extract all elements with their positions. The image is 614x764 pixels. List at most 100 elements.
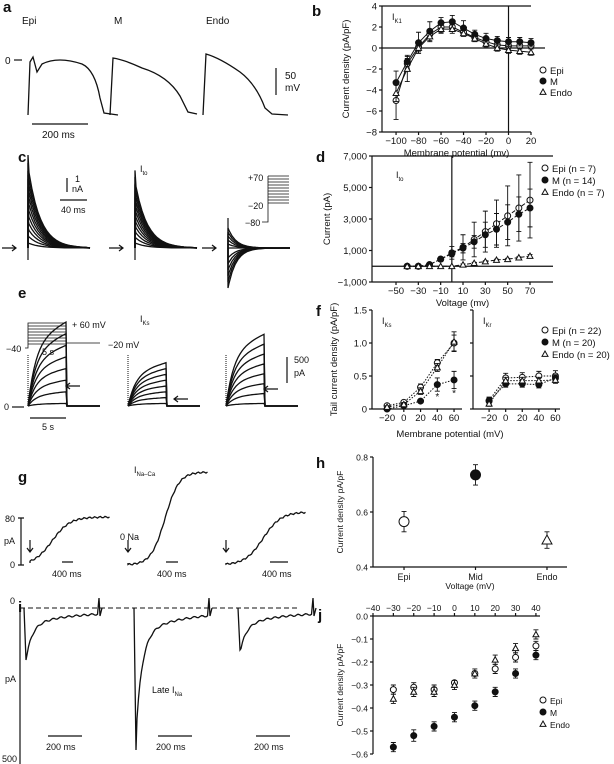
data-point-triangle [403, 64, 412, 72]
current-annotation-sub: to [399, 177, 405, 183]
data-point-open-circle [389, 686, 397, 694]
scale-zero-label: 0 [10, 560, 15, 570]
data-point-filled-circle [389, 743, 397, 751]
ap-trace-m [109, 57, 198, 116]
ito-label-sub: to [143, 171, 149, 177]
iks-label: IKs [140, 314, 150, 327]
current-annotation: IKs [382, 316, 392, 329]
x-tick-label: −10 [427, 603, 442, 613]
data-point-triangle [409, 687, 418, 695]
y-tick-label: −0.2 [351, 658, 368, 668]
x-category-label: Endo [536, 572, 557, 582]
y-tick-label: 0 [372, 44, 377, 55]
late-ina-label: Late INa [152, 685, 183, 698]
current-trace [225, 373, 298, 407]
late-sodium-current-trace [133, 597, 213, 751]
current-annotation-sub: K1 [395, 19, 403, 25]
x-tick-label: −20 [478, 136, 494, 147]
y-tick-label: −1,000 [338, 278, 367, 289]
trace-label-endo: Endo [206, 16, 230, 27]
current-trace [227, 247, 290, 289]
current-trace [225, 382, 298, 407]
data-point-triangle [541, 349, 549, 357]
series-line-epi [395, 26, 531, 101]
data-point-filled-circle [481, 231, 489, 239]
data-point-triangle [515, 47, 524, 55]
ap-trace-epi [27, 55, 119, 116]
data-point-triangle [518, 376, 527, 384]
legend-entry: Endo (n = 20) [552, 350, 610, 361]
scale-time-label-1: 400 ms [52, 569, 82, 579]
data-point-triangle [470, 34, 479, 42]
current-trace [27, 367, 100, 407]
data-point-triangle [541, 534, 553, 545]
late-ina-label-main: Late I [152, 685, 175, 695]
data-point-filled-circle [512, 670, 520, 677]
current-trace [127, 385, 200, 407]
scale-voltage-unit: mV [285, 83, 300, 94]
step-high-label: +70 [248, 173, 263, 183]
data-point-triangle [539, 719, 547, 727]
x-tick-label: −20 [407, 603, 422, 613]
exchanger-current-trace [127, 470, 208, 566]
data-point-triangle [470, 259, 479, 266]
data-point-triangle [403, 262, 412, 270]
data-point-triangle [399, 400, 408, 408]
tail-step-label: −20 mV [108, 340, 139, 350]
chart-j: 0.0 −0.1 −0.2 −0.3 −0.4 −0.5 −0.6 −40 −30 −20 −10 0… [335, 603, 570, 760]
data-point-triangle [535, 376, 543, 384]
scale-time-label: 200 ms [42, 130, 75, 141]
current-trace [127, 361, 200, 407]
chart-h: 0.4 0.6 0.8 Epi Mid Endo Current density pA/pF… [335, 453, 567, 591]
data-point-triangle [527, 48, 535, 56]
iks-label-main: I [140, 314, 143, 324]
data-point-triangle [450, 680, 459, 688]
scale-voltage-value: 50 [285, 71, 297, 82]
inaca-label-sub: Na–Ca [137, 472, 156, 478]
scale-current-unit: pA [294, 368, 305, 378]
zero-label: 0 [4, 402, 9, 412]
current-trace [225, 392, 298, 407]
exchanger-current-trace [225, 511, 306, 566]
y-tick-label: −0.4 [351, 704, 368, 714]
y-axis-label: Current density pA/pF [335, 644, 345, 727]
ap-trace-endo [202, 53, 289, 116]
y-axis-label: Current density (pA/pF) [341, 20, 352, 119]
x-tick-label: −20 [481, 413, 497, 424]
y-tick-label: 1.5 [354, 306, 367, 317]
y-axis-label: Current density pA/pF [335, 471, 345, 554]
current-trace [227, 227, 290, 249]
y-tick-label: −4 [366, 86, 377, 97]
data-point-filled-circle [433, 381, 441, 389]
legend-entry: Epi (n = 22) [552, 326, 601, 337]
arrow-icon [202, 244, 217, 252]
panel-i-late-ina-traces: Late INa 0 pA 500 200 ms 200 ms 200 ms [2, 596, 317, 764]
x-axis-label: Membrane potential (mv) [404, 148, 510, 159]
iks-label-sub: Ks [143, 321, 150, 327]
data-point-open-circle [541, 326, 549, 334]
data-point-filled-circle [450, 713, 458, 721]
panel-e-iks-traces: IKs + 60 mV −40 5 s −20 mV 500 pA 0 5 s [4, 314, 309, 432]
data-point-triangle [414, 43, 423, 51]
data-point-triangle [448, 25, 457, 32]
panel-label-f: f [316, 303, 322, 320]
current-trace [127, 391, 200, 407]
data-point-filled-circle [505, 38, 513, 46]
inaca-label-main: I [134, 465, 137, 475]
x-tick-label: 10 [470, 603, 480, 613]
data-point-triangle [539, 87, 547, 95]
current-trace [27, 391, 100, 407]
y-tick-label: 2 [372, 23, 377, 34]
x-tick-label: −40 [455, 136, 471, 147]
data-point-filled-circle [448, 250, 456, 258]
y-tick-label: 0.8 [356, 453, 368, 463]
current-annotation: IK1 [392, 12, 403, 25]
chart-f1: 0 0.5 1.0 1.5 −20 0 20 40 60 Tail current density… [329, 303, 610, 440]
data-point-open-circle [539, 66, 547, 74]
data-point-filled-circle [470, 469, 482, 481]
data-point-triangle [437, 25, 445, 32]
current-annotation-sub: Kr [486, 323, 492, 329]
data-point-triangle [430, 687, 438, 695]
x-tick-label: 40 [534, 413, 545, 424]
